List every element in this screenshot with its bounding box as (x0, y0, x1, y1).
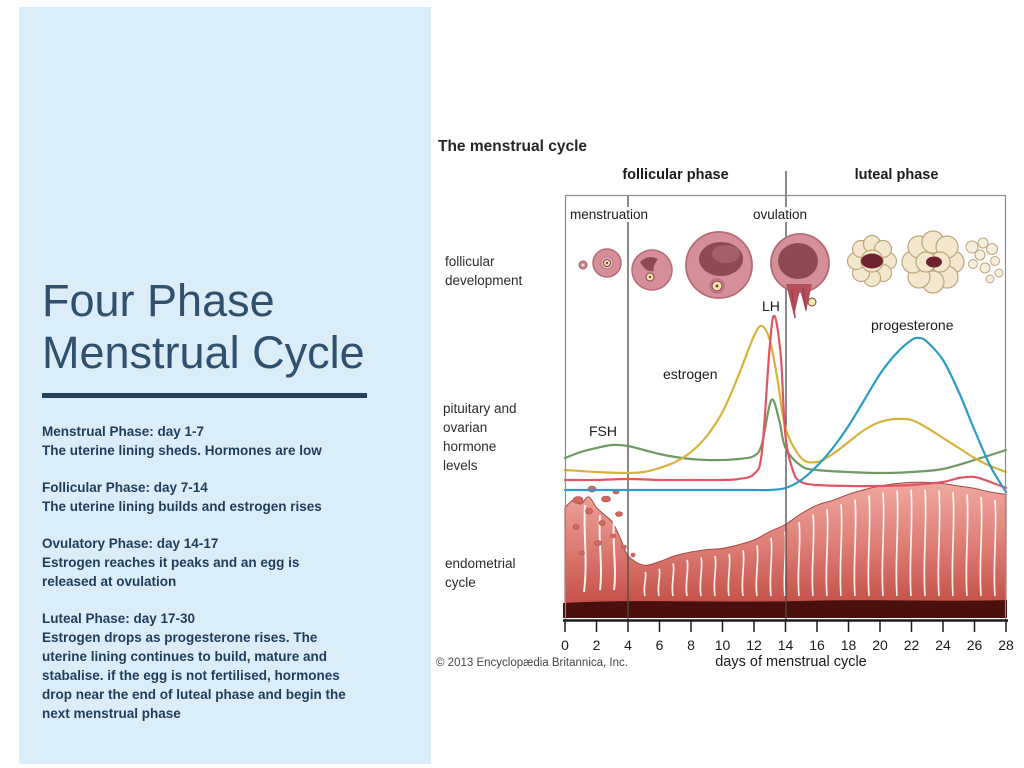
follicle-ovulation (770, 233, 830, 319)
curve-label-fsh: FSH (589, 423, 617, 439)
x-tick-label: 24 (935, 637, 951, 653)
endometrium-shedding-fragments (563, 485, 1007, 618)
follicle-mature (685, 231, 753, 299)
figure-title: The menstrual cycle (438, 138, 588, 155)
phase-heading: Luteal Phase: day 17-30 (42, 611, 196, 626)
curve-fsh (563, 398, 1008, 475)
endometrium-basal-layer (563, 600, 1007, 618)
curve-label-lh: LH (762, 298, 780, 314)
event-label-menstruation: menstruation (567, 207, 652, 222)
x-tick-label: 8 (687, 637, 695, 653)
phase-body: The uterine lining builds and estrogen r… (42, 499, 322, 514)
hormone-curves (563, 314, 1008, 494)
event-label-ovulation: ovulation (750, 207, 811, 222)
corpus-luteum-mature (901, 230, 965, 294)
x-axis: 0 2 4 6 8 10 12 14 16 18 20 22 24 26 28 (561, 194, 1014, 653)
phase-body: Estrogen reaches it peaks and an egg is … (42, 555, 300, 589)
corpus-albicans (965, 237, 1004, 284)
phase-heading: Menstrual Phase: day 1-7 (42, 424, 205, 439)
x-tick-label: 12 (746, 637, 762, 653)
x-tick-label: 0 (561, 637, 569, 653)
x-tick-label: 20 (872, 637, 888, 653)
page-title: Four Phase Menstrual Cycle (42, 275, 412, 379)
x-tick-label: 14 (778, 637, 794, 653)
page-title-line1: Four Phase (42, 275, 275, 326)
x-tick-label: 6 (656, 637, 664, 653)
phase-paragraph-luteal: Luteal Phase: day 17-30 Estrogen drops a… (42, 609, 356, 723)
follicle-secondary (631, 249, 673, 291)
phase-paragraph-ovulatory: Ovulatory Phase: day 14-17 Estrogen reac… (42, 534, 356, 591)
copyright-notice: © 2013 Encyclopædia Britannica, Inc. (436, 657, 628, 669)
phase-body: Estrogen drops as progesterone rises. Th… (42, 630, 346, 721)
row-label-endometrial-cycle: endometrial cycle (445, 556, 516, 590)
left-panel: Four Phase Menstrual Cycle Menstrual Pha… (19, 7, 431, 764)
phase-paragraph-follicular: Follicular Phase: day 7-14 The uterine l… (42, 478, 356, 516)
x-tick-label: 16 (809, 637, 825, 653)
phase-paragraph-menstrual: Menstrual Phase: day 1-7 The uterine lin… (42, 422, 356, 460)
follicular-development-illustrations (578, 230, 1004, 319)
x-tick-label: 18 (841, 637, 857, 653)
corpus-luteum-early (846, 234, 898, 288)
x-axis-title: days of menstrual cycle (715, 654, 867, 670)
x-tick-label: 10 (715, 637, 731, 653)
row-label-follicular-development: follicular development (445, 254, 523, 288)
x-tick-label: 2 (593, 637, 601, 653)
follicle-primary (592, 248, 622, 278)
phase-heading: Follicular Phase: day 7-14 (42, 480, 208, 495)
phase-text-block: Menstrual Phase: day 1-7 The uterine lin… (42, 422, 356, 741)
curve-lh (563, 314, 1008, 490)
curve-label-progesterone: progesterone (871, 317, 954, 333)
x-tick-label: 26 (967, 637, 983, 653)
x-tick-label: 22 (904, 637, 920, 653)
row-label-hormone-levels: pituitary and ovarian hormone levels (443, 401, 517, 473)
phase-body: The uterine lining sheds. Hormones are l… (42, 443, 322, 458)
x-tick-label: 28 (998, 637, 1014, 653)
phase-heading: Ovulatory Phase: day 14-17 (42, 536, 219, 551)
page-title-line2: Menstrual Cycle (42, 327, 365, 378)
x-tick-label: 4 (624, 637, 632, 653)
phase-label-follicular: follicular phase (622, 167, 729, 183)
follicle-primordial (578, 260, 588, 270)
phase-label-luteal: luteal phase (854, 167, 939, 183)
title-underline (42, 393, 367, 398)
curve-progesterone (563, 336, 1008, 494)
curve-label-estrogen: estrogen (663, 366, 718, 382)
